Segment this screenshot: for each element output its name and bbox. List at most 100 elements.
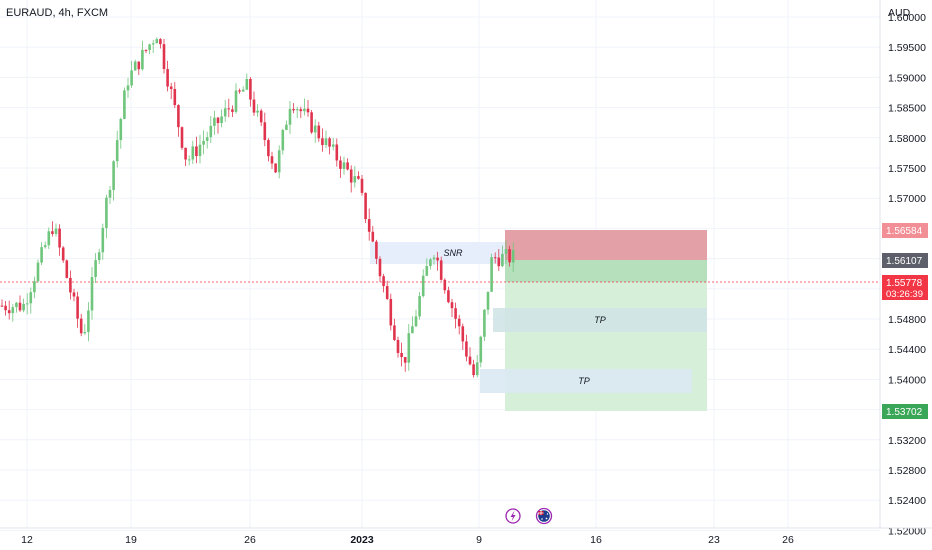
candle-body xyxy=(187,159,191,161)
stop-loss-zone[interactable] xyxy=(505,230,707,260)
candle-body xyxy=(123,90,126,119)
candle-body xyxy=(36,262,40,282)
candle-body xyxy=(162,44,166,70)
candle-body xyxy=(249,79,252,100)
candle-body xyxy=(342,162,346,169)
take-profit-zone-filled xyxy=(505,260,707,282)
candle-body xyxy=(51,231,54,234)
candle-body xyxy=(371,231,375,242)
zone-labels: SNR TP TP xyxy=(443,248,605,386)
candle-body xyxy=(40,247,43,263)
candle-body xyxy=(461,326,465,342)
candle-body xyxy=(0,305,4,307)
time-axis[interactable]: 12 19 26 2023 9 16 23 26 xyxy=(21,534,794,546)
candle-body xyxy=(33,281,36,293)
candle-body xyxy=(349,169,353,183)
candle-body xyxy=(241,89,245,92)
candle-body xyxy=(486,291,490,310)
candle-body xyxy=(364,192,367,220)
entry-tag-bg xyxy=(882,253,928,268)
time-label: 2023 xyxy=(350,534,374,546)
target-tag-bg xyxy=(882,404,928,419)
price-label: 1.53200 xyxy=(888,435,926,447)
price-tags: 1.56584 1.56107 1.55778 03:26:39 1.53702 xyxy=(882,223,928,419)
time-label: 9 xyxy=(476,534,482,546)
target-tag: 1.53702 xyxy=(886,407,923,418)
chart-zones xyxy=(370,230,707,411)
candle-body xyxy=(144,49,148,51)
candle-body xyxy=(504,249,508,254)
candle-body xyxy=(166,69,169,87)
candle-body xyxy=(259,110,263,123)
time-label: 19 xyxy=(125,534,137,546)
tp1-label: TP xyxy=(594,315,606,325)
price-label: 1.59000 xyxy=(888,72,926,84)
tp2-zone[interactable] xyxy=(480,369,692,393)
candle-body xyxy=(418,296,421,317)
candle-body xyxy=(346,162,349,170)
candle-body xyxy=(328,138,331,147)
candle-body xyxy=(115,140,119,162)
candle-body xyxy=(407,333,411,363)
candle-body xyxy=(137,61,141,70)
price-label: 1.52800 xyxy=(888,465,926,477)
price-label: 1.59500 xyxy=(888,42,926,54)
candle-body xyxy=(393,325,396,340)
candle-body xyxy=(141,49,144,70)
price-label: 1.54800 xyxy=(888,314,926,326)
candle-body xyxy=(177,105,180,128)
candle-body xyxy=(468,356,472,365)
chart-grid xyxy=(0,0,880,531)
candle-body xyxy=(378,258,382,277)
candle-body xyxy=(274,163,277,173)
candle-body xyxy=(357,176,360,179)
candle-body xyxy=(443,279,447,291)
candle-body xyxy=(94,260,97,278)
candle-body xyxy=(403,357,407,363)
candle-body xyxy=(295,109,299,111)
candle-body xyxy=(220,116,223,124)
price-label: 1.57000 xyxy=(888,193,926,205)
stop-tag-bg xyxy=(882,223,928,238)
candle-body xyxy=(400,352,403,358)
lightning-icon[interactable] xyxy=(505,508,521,524)
candle-body xyxy=(11,307,15,314)
candle-body xyxy=(511,250,515,263)
candle-body xyxy=(450,302,454,309)
candle-body xyxy=(198,144,202,157)
candle-body xyxy=(79,318,83,334)
candle-body xyxy=(216,117,220,124)
candle-body xyxy=(501,253,504,267)
candle-body xyxy=(497,257,501,267)
australia-flag-icon[interactable] xyxy=(535,507,553,525)
candle-body xyxy=(155,39,159,44)
candle-body xyxy=(267,140,270,157)
candle-body xyxy=(367,219,371,232)
candle-body xyxy=(479,336,483,363)
last-price-tag: 1.55778 xyxy=(886,278,923,289)
time-label: 26 xyxy=(782,534,794,546)
candle-body xyxy=(436,257,439,261)
candle-body xyxy=(414,316,418,327)
candle-body xyxy=(151,43,155,45)
candle-body xyxy=(508,249,511,263)
candle-body xyxy=(205,137,209,141)
candle-body xyxy=(353,176,357,183)
candle-body xyxy=(360,178,364,193)
candle-body xyxy=(317,125,321,139)
candles xyxy=(0,37,515,378)
last-price-tag-bg xyxy=(882,275,928,300)
tp1-zone[interactable] xyxy=(493,308,707,332)
candle-body xyxy=(231,109,234,112)
candle-body xyxy=(277,150,281,173)
candle-body xyxy=(195,146,198,157)
candle-body xyxy=(43,245,47,248)
candle-body xyxy=(447,290,450,303)
candle-body xyxy=(101,227,105,253)
candle-body xyxy=(15,302,18,308)
currency-label: AUD xyxy=(888,7,911,19)
candle-body xyxy=(69,277,72,293)
candle-body xyxy=(7,310,11,314)
candle-body xyxy=(263,122,267,141)
